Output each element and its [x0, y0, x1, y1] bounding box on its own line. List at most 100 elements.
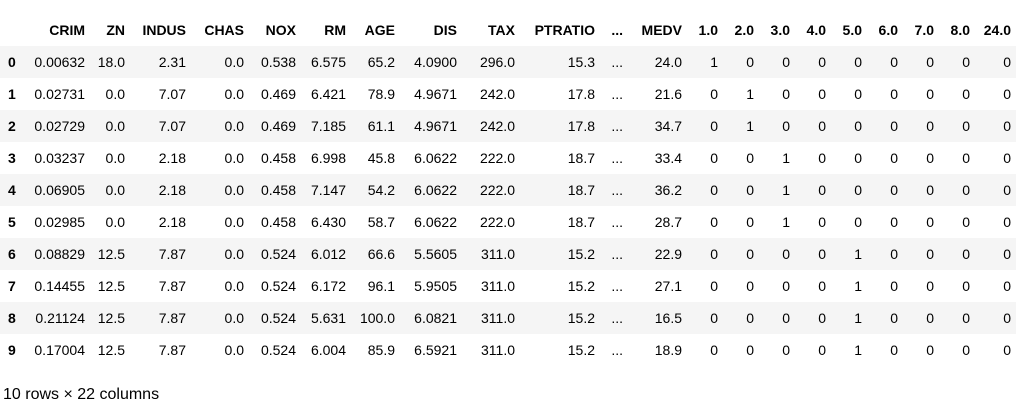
table-row: 4 0.06905 0.0 2.18 0.0 0.458 7.147 54.2 6.0622 22…: [0, 174, 1016, 206]
row-index: 1: [8, 86, 16, 102]
table-cell: 242.0: [479, 118, 515, 134]
table-cell: 0.0: [224, 310, 244, 326]
table-cell: 96.1: [367, 278, 395, 294]
table-cell: 0: [818, 342, 826, 358]
table-cell: 1: [854, 310, 862, 326]
table-cell: ...: [611, 278, 623, 294]
table-cell: 18.7: [567, 214, 595, 230]
column-header: 24.0: [983, 22, 1011, 38]
table-cell: 0: [962, 54, 970, 70]
table-cell: 0: [854, 214, 862, 230]
table-cell: 0.538: [260, 54, 296, 70]
table-cell: 0.458: [260, 182, 296, 198]
table-cell: 0: [1003, 182, 1011, 198]
table-cell: 222.0: [479, 214, 515, 230]
column-header: RM: [324, 22, 346, 38]
table-cell: 1: [854, 278, 862, 294]
table-cell: 0: [1003, 278, 1011, 294]
table-cell: 0: [710, 246, 718, 262]
table-cell: 0.02985: [34, 214, 85, 230]
table-cell: 33.4: [654, 150, 682, 166]
table-cell: 0: [962, 86, 970, 102]
table-cell: 61.1: [367, 118, 395, 134]
table-header-row: CRIM ZN INDUS CHAS NOX RM AGE DIS TAX PTRATIO... M…: [0, 14, 1016, 46]
column-header: ...: [611, 22, 623, 38]
column-header: 8.0: [950, 22, 970, 38]
table-cell: 24.0: [654, 54, 682, 70]
table-row: 8 0.21124 12.5 7.87 0.0 0.524 5.631 100.0 6.0821…: [0, 302, 1016, 334]
table-cell: 0: [854, 182, 862, 198]
table-cell: 0: [710, 150, 718, 166]
table-cell: 0.06905: [34, 182, 85, 198]
table-cell: 0: [710, 342, 718, 358]
table-cell: 0: [818, 86, 826, 102]
table-cell: 0.17004: [34, 342, 85, 358]
row-index: 0: [8, 54, 16, 70]
table-cell: 0: [962, 214, 970, 230]
table-cell: 311.0: [481, 310, 515, 326]
dataframe-shape-label: 10 rows × 22 columns: [3, 386, 160, 403]
table-cell: 15.2: [567, 278, 595, 294]
table-cell: 0.0: [224, 278, 244, 294]
table-cell: 0.458: [260, 150, 296, 166]
table-cell: 4.0900: [414, 54, 457, 70]
table-cell: 0: [818, 214, 826, 230]
table-cell: 0: [890, 54, 898, 70]
table-cell: 0: [926, 310, 934, 326]
table-cell: 0: [962, 118, 970, 134]
dataframe-table: CRIM ZN INDUS CHAS NOX RM AGE DIS TAX PTRATIO... M…: [0, 14, 1016, 366]
column-header: 1.0: [698, 22, 718, 38]
table-cell: 58.7: [367, 214, 395, 230]
table-cell: 0.469: [260, 118, 296, 134]
table-cell: 27.1: [654, 278, 682, 294]
table-cell: 0.0: [224, 342, 244, 358]
table-cell: 0: [818, 246, 826, 262]
table-cell: 0: [926, 214, 934, 230]
table-cell: 0.00632: [34, 54, 85, 70]
table-cell: 0: [890, 342, 898, 358]
table-cell: 6.172: [310, 278, 346, 294]
table-cell: 0: [890, 246, 898, 262]
table-cell: 222.0: [479, 150, 515, 166]
table-cell: 0.0: [105, 182, 125, 198]
column-header: AGE: [364, 22, 395, 38]
table-cell: 6.998: [310, 150, 346, 166]
table-cell: 21.6: [654, 86, 682, 102]
table-cell: 0.469: [260, 86, 296, 102]
row-index: 7: [8, 278, 16, 294]
column-header: 7.0: [914, 22, 934, 38]
table-cell: 0: [926, 54, 934, 70]
table-cell: 6.012: [310, 246, 346, 262]
table-cell: 18.0: [97, 54, 125, 70]
table-cell: 1: [854, 246, 862, 262]
table-cell: 0: [818, 150, 826, 166]
column-header: MEDV: [641, 22, 682, 38]
table-cell: 0: [782, 278, 790, 294]
table-cell: 0.524: [260, 342, 296, 358]
table-cell: 16.5: [654, 310, 682, 326]
table-cell: 222.0: [479, 182, 515, 198]
table-cell: 7.87: [158, 342, 186, 358]
table-cell: 0.0: [224, 246, 244, 262]
row-index: 4: [8, 182, 16, 198]
table-cell: 0.02731: [34, 86, 85, 102]
table-cell: 0: [710, 182, 718, 198]
table-cell: ...: [611, 246, 623, 262]
table-cell: 0: [746, 310, 754, 326]
table-cell: 0: [1003, 214, 1011, 230]
table-cell: 12.5: [97, 278, 125, 294]
row-index: 8: [8, 310, 16, 326]
table-cell: 0.0: [224, 86, 244, 102]
table-cell: 0: [818, 310, 826, 326]
row-index: 3: [8, 150, 16, 166]
table-cell: 5.631: [310, 310, 346, 326]
table-cell: 0: [926, 86, 934, 102]
table-cell: 2.18: [158, 182, 186, 198]
table-cell: 311.0: [481, 278, 515, 294]
table-cell: 6.004: [310, 342, 346, 358]
table-cell: 0.0: [105, 86, 125, 102]
table-cell: 0: [710, 118, 718, 134]
table-cell: 1: [782, 182, 790, 198]
table-cell: 85.9: [367, 342, 395, 358]
